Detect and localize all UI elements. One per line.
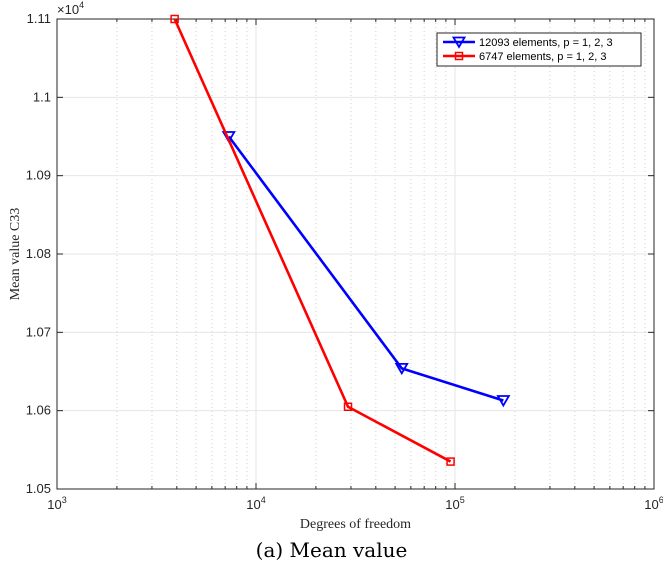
figure-caption: (a) Mean value [255, 538, 408, 562]
y-tick-label: 1.06 [26, 403, 51, 418]
x-axis-label: Degrees of freedom [300, 517, 411, 532]
data-point-marker [496, 395, 511, 408]
data-point-marker [394, 362, 409, 376]
data-point-marker [454, 51, 464, 61]
legend-label: 6747 elements, p = 1, 2, 3 [479, 51, 607, 63]
axis-ticks: 103 104 105 106 1.05 1.06 1.07 1.08 1.09 1.1 1.11 [26, 11, 663, 512]
legend-item-2: 6747 elements, p = 1, 2, 3 [443, 51, 607, 63]
series-line [173, 18, 452, 463]
y-axis-label: Mean value C33 [8, 208, 23, 301]
y-tick-label: 1.09 [26, 168, 51, 183]
y-exponent-power: 4 [79, 0, 84, 10]
grid [56, 18, 655, 490]
y-tick-label: 1.08 [26, 246, 51, 261]
y-axis-exponent: ×104 [57, 0, 84, 17]
y-tick-label: 1.1 [33, 89, 51, 104]
series-2 [170, 14, 455, 466]
legend: 12093 elements, p = 1, 2, 3 6747 elements… [436, 32, 642, 67]
y-exponent-base: ×10 [57, 2, 79, 17]
series-line [227, 135, 504, 402]
data-point-marker [343, 402, 353, 411]
x-tick-label: 106 [644, 495, 663, 512]
series-1 [221, 131, 511, 408]
legend-item-1: 12093 elements, p = 1, 2, 3 [443, 36, 613, 49]
data-point-marker [446, 457, 455, 466]
data-point-marker [451, 36, 467, 49]
y-tick-label: 1.05 [26, 481, 51, 496]
x-tick-label: 105 [445, 495, 464, 512]
legend-box [436, 32, 642, 67]
y-tick-label: 1.07 [26, 324, 51, 339]
y-tick-label: 1.11 [27, 11, 51, 26]
x-tick-label: 104 [246, 495, 265, 512]
data-point-marker [170, 14, 179, 24]
chart: 103 104 105 1061.051.061.071.081.091.11.11 … [8, 0, 663, 532]
series-layer [170, 14, 511, 466]
x-tick-label: 103 [47, 495, 66, 512]
legend-label: 12093 elements, p = 1, 2, 3 [479, 37, 613, 49]
